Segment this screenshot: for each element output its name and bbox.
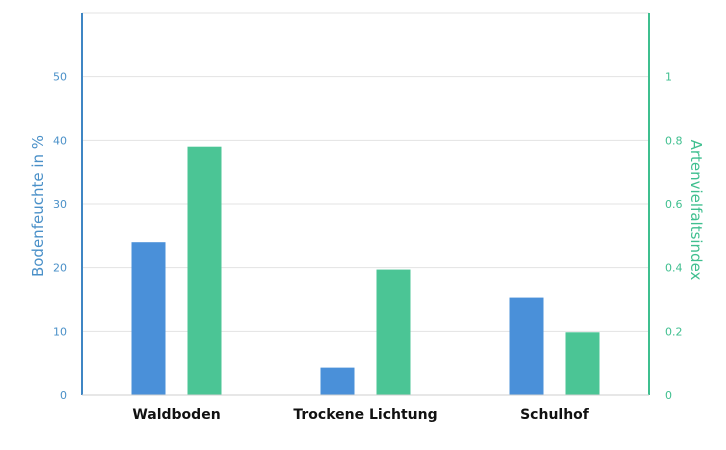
right-tick-label: 0.8 [665,134,683,147]
left-tick-label: 30 [53,198,67,211]
bar-right-2 [565,332,600,395]
bar-right-1 [376,269,411,395]
left-axis-title: Bodenfeuchte in % [29,135,47,277]
right-tick-label: 1 [665,71,672,84]
bar-left-1 [320,367,355,395]
category-labels: Waldboden Trockene Lichtung Schulhof [132,407,589,423]
bar-right-0 [187,146,222,395]
right-axis-title: Artenvielfaltsindex [687,140,705,281]
right-tick-label: 0.2 [665,325,683,338]
left-tick-label: 20 [53,262,67,275]
category-label: Waldboden [132,407,220,423]
right-tick-label: 0.4 [665,262,683,275]
bars [131,146,600,395]
left-tick-labels: 0 10 20 30 40 50 [53,71,67,402]
left-tick-label: 40 [53,134,67,147]
bar-left-2 [509,297,544,395]
left-tick-label: 0 [60,389,67,402]
right-tick-label: 0 [665,389,672,402]
right-tick-label: 0.6 [665,198,683,211]
gridlines [82,12,649,332]
right-tick-labels: 0 0.2 0.4 0.6 0.8 1 [665,71,683,402]
bar-left-0 [131,242,166,395]
category-label: Schulhof [520,407,590,423]
category-label: Trockene Lichtung [293,407,437,423]
left-tick-label: 10 [53,325,67,338]
left-tick-label: 50 [53,71,67,84]
